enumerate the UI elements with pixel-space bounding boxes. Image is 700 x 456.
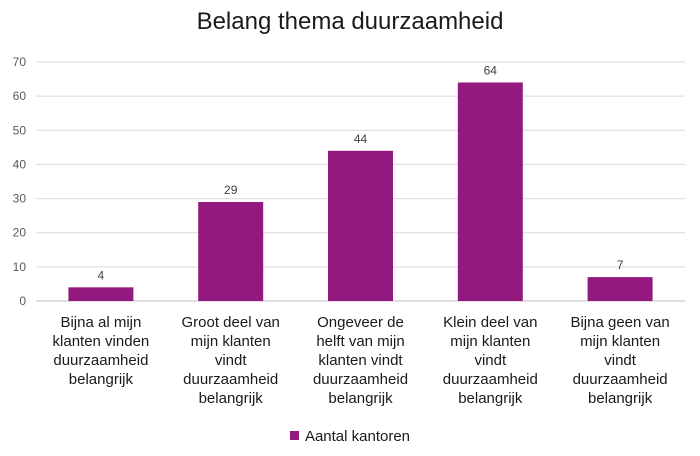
x-category-label-line: belangrijk	[587, 390, 653, 407]
legend-label: Aantal kantoren	[304, 428, 411, 445]
y-tick-label: 50	[13, 123, 27, 137]
data-label: 64	[484, 63, 498, 77]
chart-title: Belang thema duurzaamheid	[196, 8, 504, 35]
legend-swatch	[289, 431, 299, 440]
data-label: 44	[354, 132, 368, 146]
bar	[68, 287, 134, 301]
x-category-label: Bijna al mijn klanten vinden duurzaamheid b…	[40, 313, 162, 389]
x-category-label-line: Klein deel van	[443, 314, 538, 331]
x-category-label-line: belangrijk	[68, 371, 133, 388]
legend: Aantal kantoren	[0, 428, 700, 445]
bar	[587, 277, 653, 301]
x-category-label-line: mijn klanten	[190, 333, 271, 350]
x-category-label-line: belangrijk	[458, 390, 523, 407]
x-category-label-line: Bijna geen van	[570, 314, 670, 331]
x-category-label: Klein deel van mijn klanten vindt duurzaamh…	[429, 313, 551, 408]
data-label: 7	[617, 258, 624, 272]
bar	[328, 150, 393, 301]
bar	[198, 201, 264, 301]
y-tick-label: 40	[13, 157, 27, 171]
y-tick-label: 0	[19, 294, 26, 308]
x-category-label-line: Ongeveer de	[317, 314, 404, 331]
x-category-label-line: mijn klanten	[450, 333, 531, 350]
x-category-label-line: klanten vinden	[52, 333, 150, 350]
x-category-label-line: duurzaamheid	[183, 371, 279, 388]
x-category-label-line: duurzaamheid	[572, 371, 668, 388]
x-category-label: Groot deel van mijn klanten vindt duurzaamh…	[170, 313, 292, 408]
bar	[457, 82, 523, 301]
x-category-label-line: Groot deel van	[181, 314, 280, 331]
data-labels: 4 29 44 64 7	[98, 63, 624, 282]
y-tick-label: 70	[13, 55, 27, 69]
data-label: 29	[224, 183, 238, 197]
y-axis-ticks: 0 10 20 30 40 50 60 70	[13, 55, 27, 308]
y-tick-label: 20	[13, 226, 27, 240]
x-category-label-line: klanten vindt	[318, 352, 403, 369]
x-category-label-line: vindt	[214, 352, 247, 369]
x-category-label-line: vindt	[474, 352, 507, 369]
x-category-label-line: duurzaamheid	[442, 371, 538, 388]
y-tick-label: 30	[13, 192, 27, 206]
x-category-label: Bijna geen van mijn klanten vindt duurzaamh…	[559, 313, 681, 408]
x-category-label: Ongeveer de helft van mijn klanten vindt du…	[300, 313, 422, 408]
y-tick-label: 60	[13, 89, 27, 103]
x-category-label-line: mijn klanten	[580, 333, 661, 350]
x-category-label-line: belangrijk	[328, 390, 393, 407]
x-category-label-line: helft van mijn	[316, 333, 405, 350]
x-category-label-line: vindt	[604, 352, 636, 369]
x-category-label-line: belangrijk	[198, 390, 263, 407]
x-category-label-line: Bijna al mijn	[60, 314, 142, 331]
bars	[68, 82, 653, 301]
data-label: 4	[98, 268, 105, 282]
x-category-label-line: duurzaamheid	[312, 371, 409, 388]
y-tick-label: 10	[13, 260, 27, 274]
x-category-label-line: duurzaamheid	[53, 352, 149, 369]
